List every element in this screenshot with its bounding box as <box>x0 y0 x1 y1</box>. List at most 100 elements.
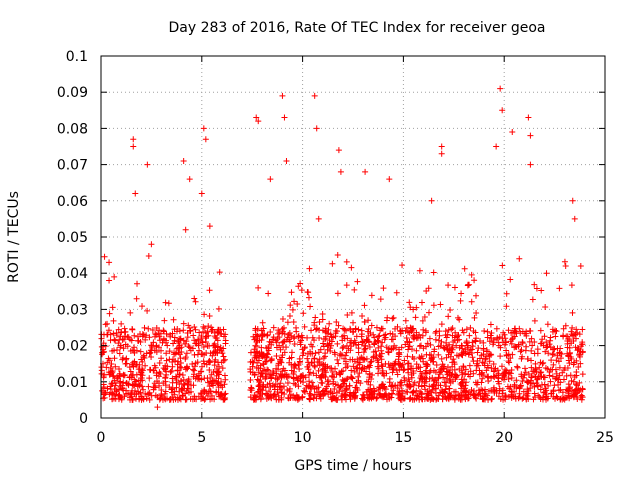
data-point <box>334 340 341 347</box>
data-point <box>371 387 378 394</box>
data-point <box>139 367 146 374</box>
data-point <box>180 385 187 392</box>
data-point <box>134 361 141 368</box>
data-point <box>106 310 113 317</box>
data-point <box>557 345 564 352</box>
data-point <box>160 328 167 335</box>
data-point <box>263 358 270 365</box>
data-point <box>182 355 189 362</box>
data-point <box>416 354 423 361</box>
data-point <box>112 382 119 389</box>
data-point <box>135 366 142 373</box>
data-point <box>109 396 116 403</box>
data-point <box>343 282 350 289</box>
data-point <box>164 342 171 349</box>
data-point <box>350 319 357 326</box>
data-point <box>348 337 355 344</box>
data-point <box>430 302 437 309</box>
data-point <box>476 367 483 374</box>
data-point <box>483 367 490 374</box>
data-point <box>214 379 221 386</box>
data-point <box>320 343 327 350</box>
data-point <box>366 392 373 399</box>
data-point <box>258 337 265 344</box>
data-point <box>347 325 354 332</box>
data-point <box>312 350 319 357</box>
data-point <box>318 379 325 386</box>
data-point <box>374 337 381 344</box>
data-point <box>348 309 355 316</box>
y-tick-label: 0.06 <box>57 194 88 210</box>
data-point <box>126 374 133 381</box>
data-point <box>366 344 373 351</box>
data-point <box>196 329 203 336</box>
data-point <box>554 352 561 359</box>
data-point <box>296 365 303 372</box>
data-point <box>144 307 151 314</box>
data-point <box>178 377 185 384</box>
data-point <box>169 359 176 366</box>
data-point <box>317 391 324 398</box>
data-point <box>180 327 187 334</box>
data-point <box>342 391 349 398</box>
data-point <box>262 370 269 377</box>
data-point <box>286 312 293 319</box>
data-point <box>355 326 362 333</box>
data-point <box>154 404 161 411</box>
data-point <box>160 327 167 334</box>
data-point <box>222 340 229 347</box>
y-tick-label: 0.02 <box>57 339 88 355</box>
data-points <box>98 85 586 411</box>
data-point <box>377 353 384 360</box>
data-point <box>404 353 411 360</box>
data-point <box>435 351 442 358</box>
data-point <box>521 330 528 337</box>
data-point <box>386 176 393 183</box>
data-point <box>532 365 539 372</box>
data-point <box>451 337 458 344</box>
data-point <box>139 358 146 365</box>
data-point <box>280 344 287 351</box>
data-point <box>514 363 521 370</box>
data-point <box>403 334 410 341</box>
data-point <box>146 396 153 403</box>
data-point <box>335 360 342 367</box>
data-point <box>493 143 500 150</box>
data-point <box>359 396 366 403</box>
data-point <box>131 349 138 356</box>
data-point <box>487 332 494 339</box>
data-point <box>528 347 535 354</box>
data-point <box>422 386 429 393</box>
data-point <box>111 347 118 354</box>
data-point <box>505 327 512 334</box>
data-point <box>422 378 429 385</box>
data-point <box>389 390 396 397</box>
data-point <box>385 360 392 367</box>
data-point <box>438 338 445 345</box>
data-point <box>199 363 206 370</box>
data-point <box>315 384 322 391</box>
data-point <box>520 388 527 395</box>
data-point <box>180 157 187 164</box>
data-point <box>265 367 272 374</box>
data-point <box>333 319 340 326</box>
data-point <box>466 349 473 356</box>
data-point <box>303 382 310 389</box>
data-point <box>201 351 208 358</box>
data-point <box>451 366 458 373</box>
data-point <box>118 320 125 327</box>
data-point <box>321 365 328 372</box>
data-point <box>527 161 534 168</box>
data-point <box>261 354 268 361</box>
data-point <box>355 377 362 384</box>
data-point <box>542 348 549 355</box>
data-point <box>146 389 153 396</box>
data-point <box>461 376 468 383</box>
data-point <box>294 376 301 383</box>
data-point <box>156 333 163 340</box>
data-point <box>454 314 461 321</box>
data-point <box>567 384 574 391</box>
data-point <box>429 374 436 381</box>
data-point <box>397 330 404 337</box>
data-point <box>537 386 544 393</box>
